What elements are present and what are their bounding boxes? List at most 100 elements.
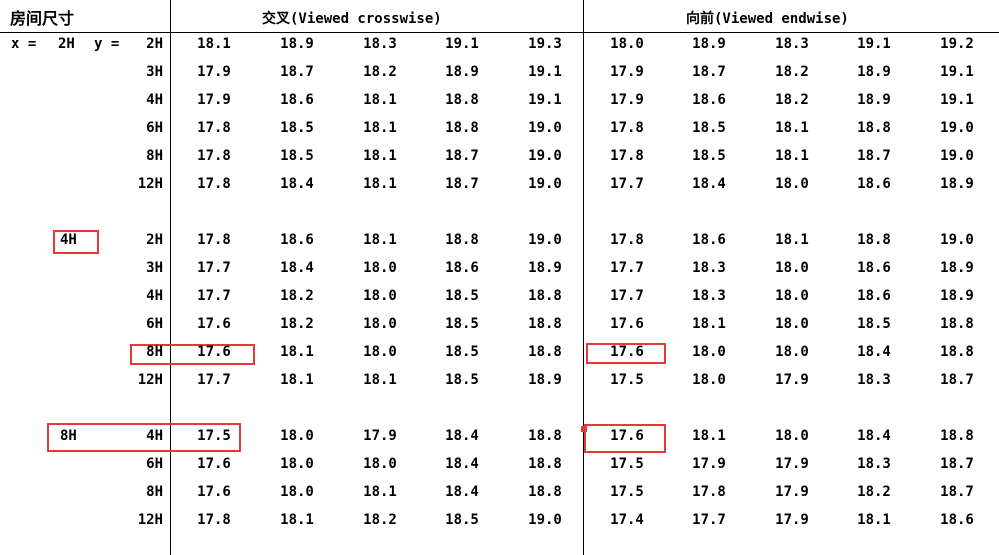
crosswise-value: 19.0 <box>528 120 562 136</box>
crosswise-value: 18.8 <box>528 344 562 360</box>
crosswise-value: 18.5 <box>280 148 314 164</box>
crosswise-value: 18.0 <box>363 260 397 276</box>
crosswise-value: 18.4 <box>280 260 314 276</box>
endwise-value: 17.4 <box>610 512 644 528</box>
crosswise-value: 18.2 <box>280 316 314 332</box>
endwise-value: 18.9 <box>940 288 974 304</box>
crosswise-value: 18.4 <box>445 428 479 444</box>
y-value: 2H <box>146 232 163 248</box>
endwise-value: 18.1 <box>775 120 809 136</box>
crosswise-value: 18.0 <box>363 316 397 332</box>
y-value: 12H <box>137 512 163 528</box>
crosswise-value: 18.8 <box>445 120 479 136</box>
crosswise-value: 18.5 <box>445 512 479 528</box>
highlight-4h-8h-endwise <box>586 343 666 364</box>
endwise-value: 17.5 <box>610 456 644 472</box>
divider-crosswise-endwise <box>583 0 584 555</box>
endwise-value: 17.6 <box>610 316 644 332</box>
crosswise-value: 17.6 <box>197 344 231 360</box>
crosswise-value: 17.5 <box>197 428 231 444</box>
endwise-value: 18.0 <box>610 36 644 52</box>
endwise-value: 18.0 <box>775 344 809 360</box>
x-value: 2H <box>58 36 75 52</box>
crosswise-value: 18.6 <box>280 232 314 248</box>
crosswise-value: 18.9 <box>280 36 314 52</box>
endwise-value: 18.6 <box>692 92 726 108</box>
endwise-value: 17.9 <box>775 512 809 528</box>
endwise-value: 17.9 <box>775 372 809 388</box>
crosswise-value: 18.1 <box>197 36 231 52</box>
endwise-value: 18.7 <box>857 148 891 164</box>
endwise-value: 19.0 <box>940 232 974 248</box>
header-endwise: 向前(Viewed endwise) <box>686 11 849 27</box>
crosswise-value: 18.7 <box>445 148 479 164</box>
crosswise-value: 17.8 <box>197 512 231 528</box>
x-prefix: x = <box>11 36 37 52</box>
endwise-value: 18.0 <box>692 372 726 388</box>
endwise-value: 17.7 <box>610 260 644 276</box>
endwise-value: 18.6 <box>692 232 726 248</box>
endwise-value: 18.0 <box>775 260 809 276</box>
crosswise-value: 17.6 <box>197 484 231 500</box>
endwise-value: 18.1 <box>775 148 809 164</box>
endwise-value: 19.1 <box>940 92 974 108</box>
crosswise-value: 18.7 <box>445 176 479 192</box>
endwise-value: 17.9 <box>775 484 809 500</box>
endwise-value: 17.5 <box>610 372 644 388</box>
crosswise-value: 18.7 <box>280 64 314 80</box>
endwise-value: 18.2 <box>775 92 809 108</box>
endwise-value: 18.9 <box>692 36 726 52</box>
crosswise-value: 18.6 <box>445 260 479 276</box>
y-value: 8H <box>146 148 163 164</box>
crosswise-value: 18.2 <box>363 64 397 80</box>
crosswise-value: 18.8 <box>528 288 562 304</box>
endwise-value: 18.0 <box>775 316 809 332</box>
crosswise-value: 18.1 <box>363 484 397 500</box>
endwise-value: 17.7 <box>610 176 644 192</box>
endwise-value: 19.2 <box>940 36 974 52</box>
endwise-value: 18.7 <box>940 372 974 388</box>
y-prefix: y = <box>94 36 120 52</box>
endwise-value: 17.8 <box>610 120 644 136</box>
endwise-value: 18.5 <box>692 148 726 164</box>
crosswise-value: 18.8 <box>528 484 562 500</box>
endwise-value: 18.9 <box>857 64 891 80</box>
highlight-8h-4h-endwise <box>584 424 666 453</box>
highlight-x-4h <box>53 230 99 254</box>
highlight-8h-4h-crosswise <box>47 423 241 452</box>
endwise-value: 18.0 <box>775 288 809 304</box>
crosswise-value: 18.8 <box>528 428 562 444</box>
crosswise-value: 17.9 <box>363 428 397 444</box>
crosswise-value: 18.5 <box>445 316 479 332</box>
crosswise-value: 18.1 <box>363 148 397 164</box>
crosswise-value: 18.1 <box>280 372 314 388</box>
crosswise-value: 17.8 <box>197 148 231 164</box>
crosswise-value: 18.1 <box>363 92 397 108</box>
y-value: 3H <box>146 260 163 276</box>
endwise-value: 18.0 <box>775 176 809 192</box>
crosswise-value: 18.6 <box>280 92 314 108</box>
crosswise-value: 18.1 <box>280 512 314 528</box>
endwise-value: 18.8 <box>857 120 891 136</box>
endwise-value: 18.7 <box>940 484 974 500</box>
endwise-value: 18.3 <box>692 260 726 276</box>
crosswise-value: 17.7 <box>197 372 231 388</box>
endwise-value: 17.5 <box>610 484 644 500</box>
crosswise-value: 18.1 <box>363 372 397 388</box>
endwise-value: 17.8 <box>610 232 644 248</box>
x-value: 8H <box>60 428 77 444</box>
endwise-value: 18.3 <box>857 456 891 472</box>
crosswise-value: 17.7 <box>197 260 231 276</box>
crosswise-value: 19.1 <box>528 64 562 80</box>
endwise-value: 18.3 <box>857 372 891 388</box>
endwise-value: 18.4 <box>857 428 891 444</box>
endwise-value: 17.6 <box>610 344 644 360</box>
endwise-value: 18.1 <box>775 232 809 248</box>
endwise-value: 18.2 <box>775 64 809 80</box>
crosswise-value: 18.8 <box>445 92 479 108</box>
endwise-value: 18.7 <box>692 64 726 80</box>
endwise-value: 18.9 <box>940 260 974 276</box>
endwise-value: 17.6 <box>610 428 644 444</box>
header-room-size: 房间尺寸 <box>10 9 75 28</box>
y-value: 3H <box>146 64 163 80</box>
